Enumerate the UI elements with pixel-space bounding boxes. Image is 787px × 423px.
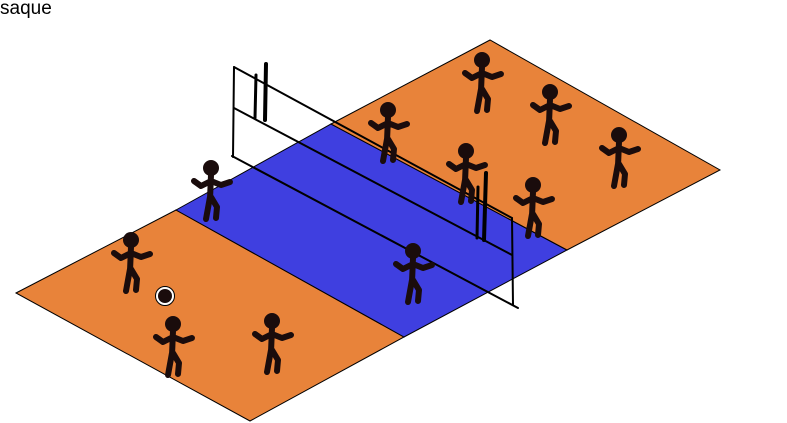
net-ground-line <box>231 155 519 309</box>
player-right-2 <box>530 84 572 146</box>
player-right-6 <box>513 177 555 239</box>
net-right-pole <box>511 217 514 306</box>
net-left-pole <box>232 66 235 158</box>
player-left-2 <box>111 232 153 294</box>
diagram-caption: saque <box>0 0 52 19</box>
right-back-court <box>329 39 722 251</box>
player-right-4 <box>368 102 410 164</box>
net-left-antenna <box>263 62 268 122</box>
net-bottom-edge <box>233 107 513 256</box>
player-left-4 <box>252 313 294 375</box>
player-right-7 <box>393 243 435 305</box>
ball <box>158 289 172 303</box>
player-left-3 <box>153 316 195 378</box>
player-right-1 <box>462 52 504 114</box>
ball-icon <box>155 286 175 306</box>
players-layer <box>111 52 641 378</box>
player-right-3 <box>599 127 641 189</box>
player-left-1 <box>191 160 233 222</box>
net-right-antenna-2 <box>475 185 480 240</box>
net-right-antenna <box>482 171 488 242</box>
player-right-5 <box>446 143 488 205</box>
net-left-antenna-2 <box>253 73 258 120</box>
